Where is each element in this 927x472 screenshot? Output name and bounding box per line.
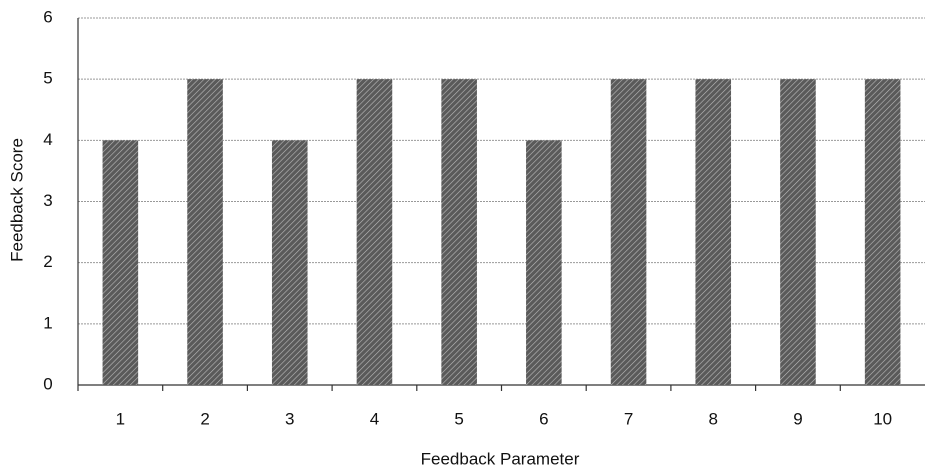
x-tick-label: 6	[539, 409, 548, 428]
x-tick-label: 4	[370, 409, 379, 428]
x-tick-label: 3	[285, 409, 294, 428]
y-tick-label: 5	[43, 69, 52, 88]
x-tick-label: 2	[200, 409, 209, 428]
bar	[441, 79, 477, 386]
bar	[271, 140, 308, 385]
bar	[864, 79, 901, 386]
y-axis-title: Feedback Score	[7, 138, 26, 262]
x-tick-label: 5	[454, 409, 463, 428]
bar	[102, 140, 139, 385]
y-tick-label: 0	[43, 374, 52, 393]
bar	[187, 79, 223, 386]
x-tick-label: 7	[624, 409, 633, 428]
y-tick-label: 3	[43, 191, 52, 210]
x-axis-title: Feedback Parameter	[421, 449, 580, 468]
x-tick-label: 10	[873, 409, 892, 428]
x-tick-label: 9	[793, 409, 802, 428]
bar	[695, 79, 732, 386]
bar	[610, 79, 647, 386]
y-tick-label: 6	[43, 7, 52, 26]
bar	[356, 79, 393, 386]
x-tick-label: 1	[116, 409, 125, 428]
y-tick-label: 1	[43, 313, 52, 332]
y-tick-label: 4	[43, 130, 52, 149]
bar	[780, 79, 816, 386]
x-tick-label: 8	[709, 409, 718, 428]
bar	[526, 140, 562, 385]
y-tick-label: 2	[43, 252, 52, 271]
